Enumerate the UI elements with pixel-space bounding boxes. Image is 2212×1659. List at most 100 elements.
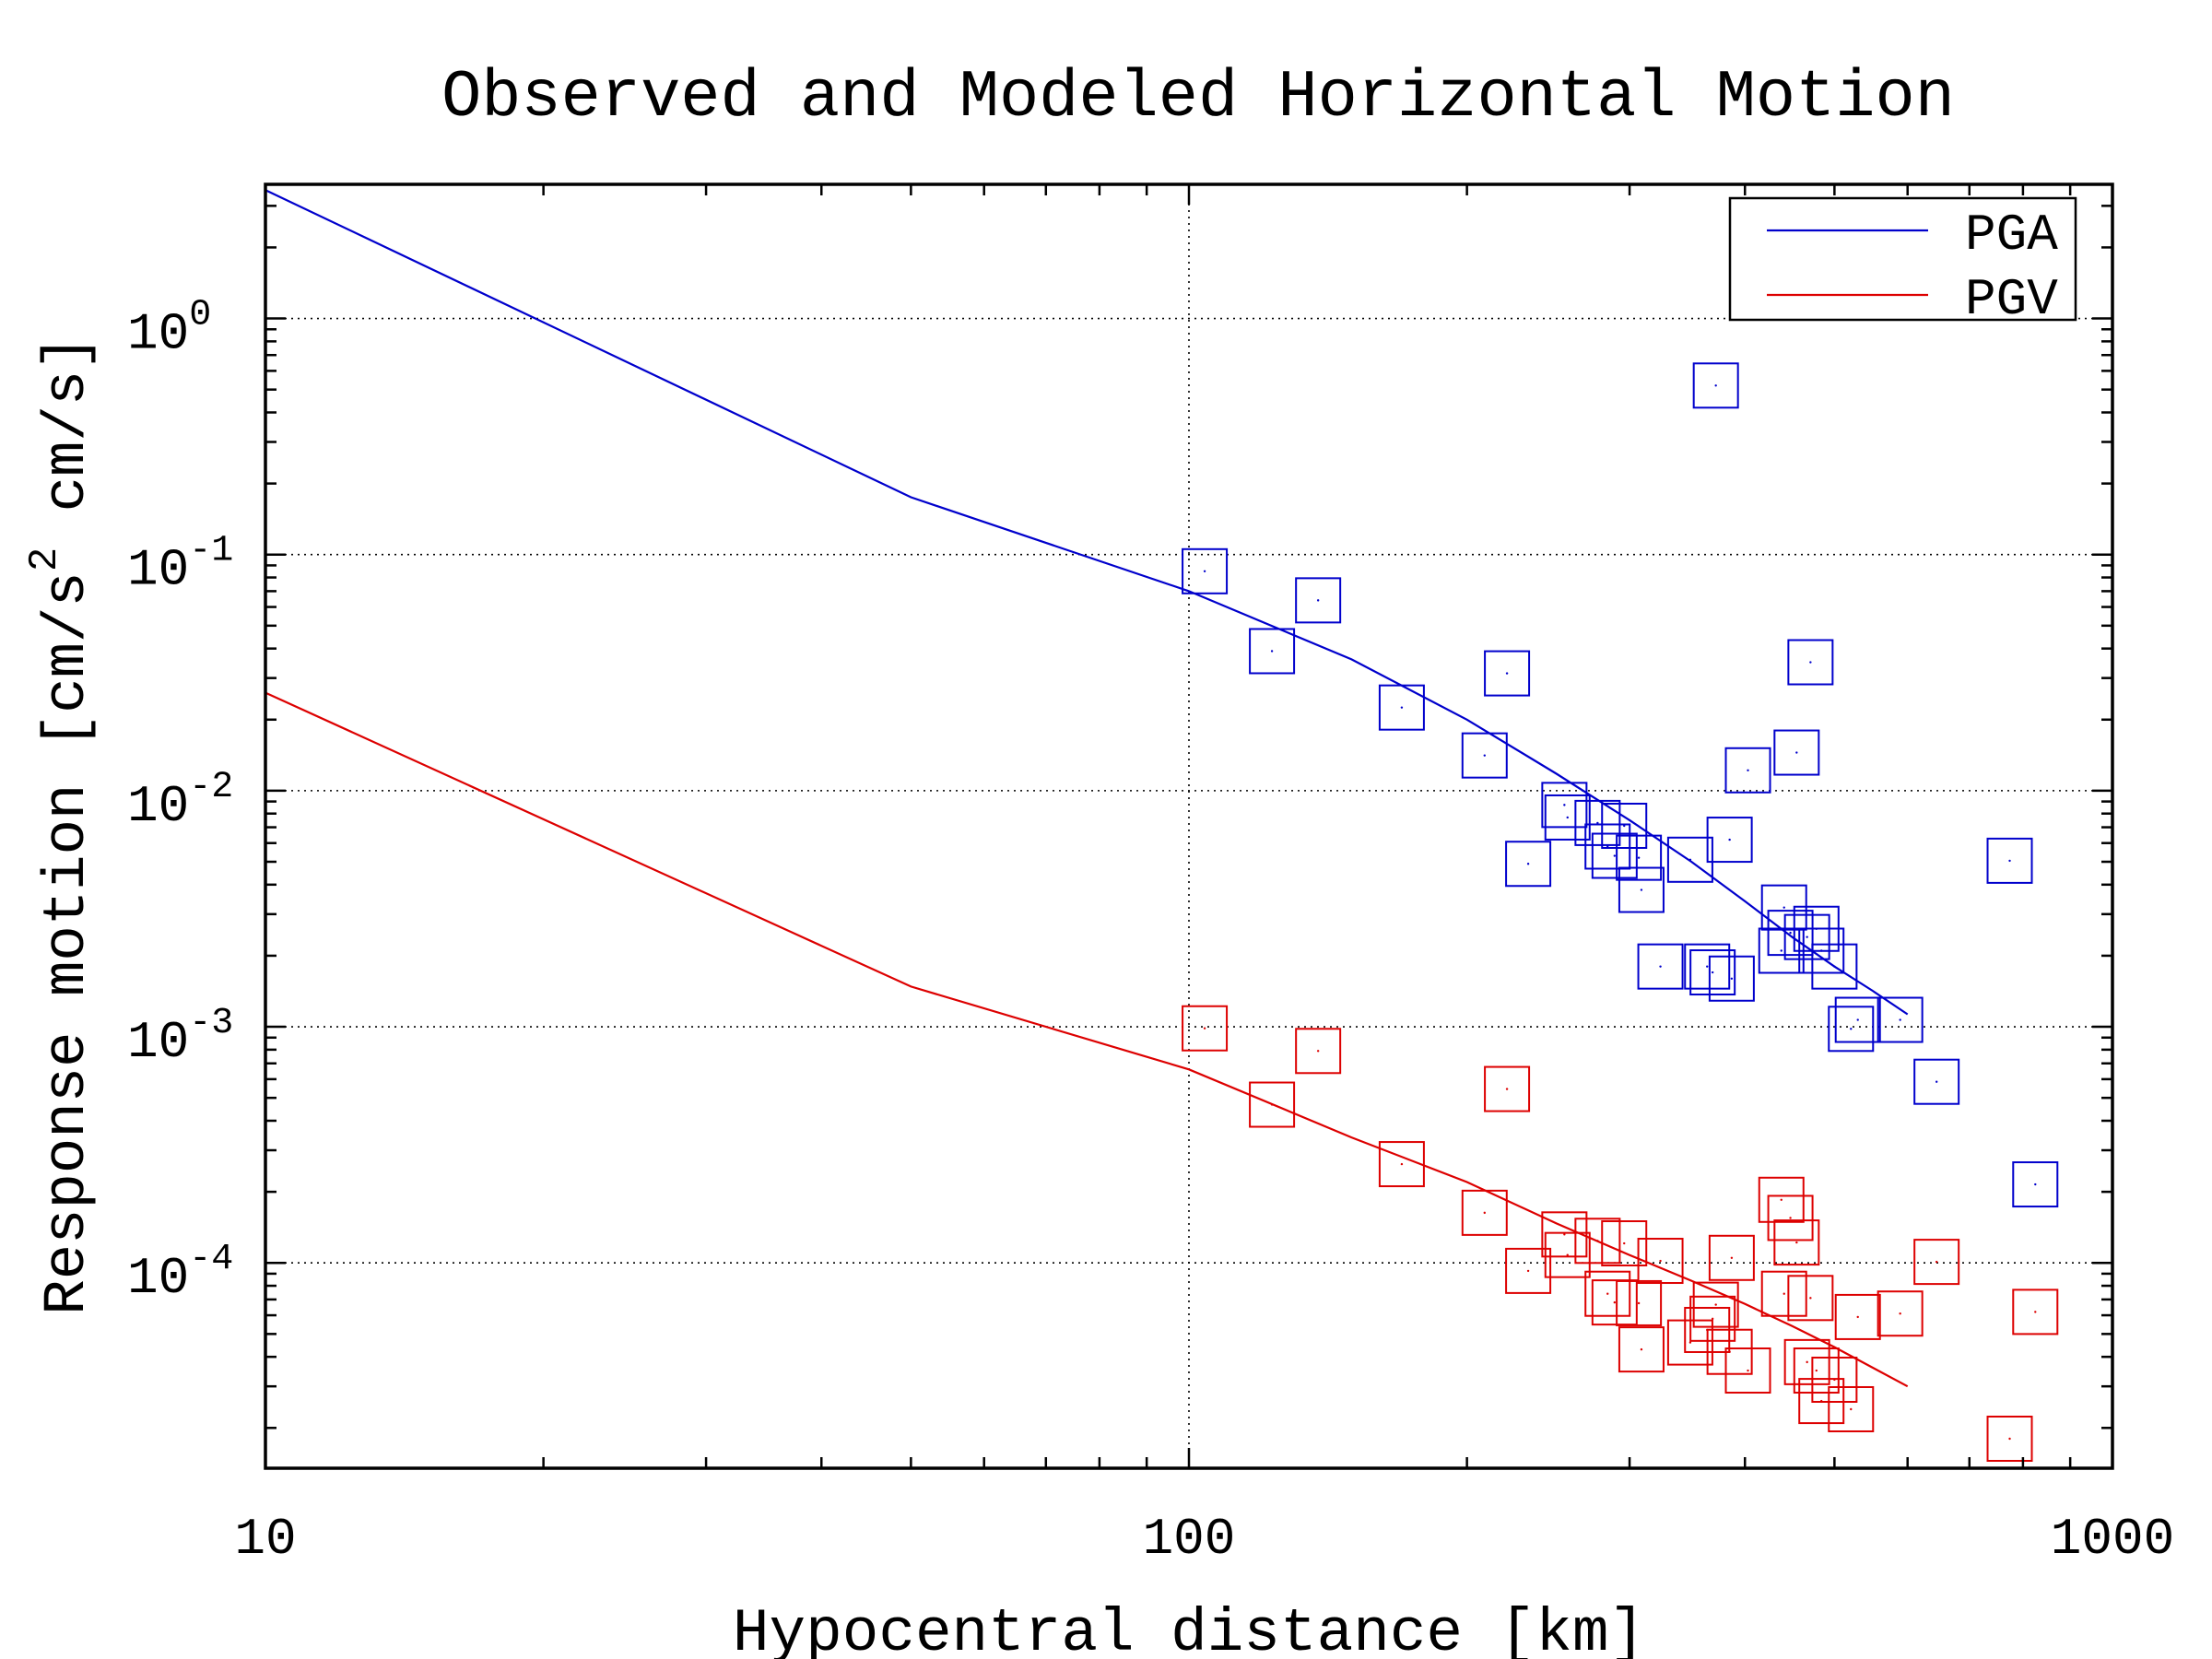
- axes: [264, 182, 2114, 1470]
- pgv-data-point-center: [1747, 1369, 1749, 1372]
- x-tick-label: 1000: [2051, 1510, 2174, 1569]
- pgv-data-point-center: [1203, 1027, 1206, 1030]
- x-tick-label: 100: [1143, 1510, 1236, 1569]
- y-tick-label: 10-1: [127, 531, 233, 600]
- pgv-data-point-center: [1623, 1241, 1626, 1245]
- pgv-data-point: [1773, 1219, 1820, 1266]
- pga-data-point: [1182, 547, 1229, 594]
- y-tick-label-exponent: 0: [189, 295, 211, 336]
- pgv-data-point: [1541, 1211, 1588, 1258]
- pga-data-point: [1584, 823, 1631, 870]
- pga-data-point-center: [1780, 949, 1783, 952]
- pga-data-point-center: [1688, 858, 1692, 861]
- pga-data-point-center: [1820, 949, 1823, 952]
- pga-data-point: [1706, 817, 1753, 864]
- pgv-data-point: [1692, 1281, 1739, 1328]
- y-tick-label-base: 10: [127, 541, 189, 600]
- pga-data-point-center: [1730, 977, 1734, 980]
- y-tick-label-exponent: -2: [189, 767, 233, 808]
- pga-data-point: [1378, 684, 1425, 731]
- pgv-data-point-center: [1730, 1256, 1734, 1259]
- pga-data-point: [1484, 650, 1531, 697]
- pgv-data-point: [1913, 1239, 1960, 1286]
- pga-data-point: [1692, 362, 1739, 409]
- pgv-data-point-center: [1795, 1241, 1798, 1244]
- pga-data-point: [1773, 729, 1820, 776]
- legend-label-pga: PGA: [1965, 206, 2058, 265]
- pgv-data-point: [1591, 1279, 1638, 1326]
- pgv-data-point-center: [1815, 1369, 1818, 1372]
- pgv-data-point: [1295, 1028, 1342, 1075]
- y-axis-label-part1: Response motion [cm/s: [35, 571, 101, 1315]
- pga-data-point-center: [1935, 1080, 1938, 1083]
- pga-data-point-center: [1728, 838, 1731, 841]
- plot-points: [1182, 362, 2059, 1462]
- pgv-data-point: [1249, 1081, 1296, 1128]
- pga-data-point-center: [1806, 935, 1808, 938]
- pgv-data-point-center: [1659, 1259, 1662, 1263]
- pgv-data-point: [1783, 1338, 1830, 1385]
- pga-data-point-center: [2034, 1182, 2037, 1186]
- y-axis-label-sup: 2: [22, 547, 68, 571]
- y-tick-label: 100: [127, 295, 211, 364]
- pgv-data-point: [1793, 1347, 1840, 1394]
- pga-data-point-center: [1783, 906, 1785, 909]
- y-axis-label-part2: cm/s]: [35, 335, 101, 547]
- pgv-data-point-center: [1563, 1233, 1566, 1236]
- y-tick-label: 10-2: [127, 767, 233, 836]
- pgv-data-point-center: [1714, 1303, 1717, 1306]
- pgv-data-point-center: [1596, 1240, 1599, 1242]
- pgv-data-point-center: [1783, 1292, 1785, 1295]
- pgv-data-point: [1811, 1356, 1858, 1403]
- pga-data-point-center: [1789, 931, 1792, 935]
- plot-series: [265, 189, 1909, 1388]
- pga-data-point: [1708, 955, 1755, 1002]
- pga-data-point: [1783, 913, 1830, 960]
- pga-data-point: [1834, 996, 1881, 1043]
- pgv-data-point-center: [1711, 1317, 1714, 1321]
- pga-data-point: [1601, 802, 1648, 849]
- pga-data-point: [1616, 834, 1663, 881]
- pga-data-point: [1666, 836, 1713, 883]
- pgv-data-point-center: [1640, 1347, 1643, 1351]
- pga-data-point-center: [1637, 856, 1641, 859]
- pga-model-line: [265, 189, 1909, 1016]
- pgv-data-point: [1484, 1065, 1531, 1112]
- pgv-data-point-center: [1809, 1297, 1812, 1300]
- pgv-data-point-center: [1526, 1269, 1530, 1273]
- pga-data-point-center: [1856, 1018, 1859, 1021]
- pgv-data-point: [1828, 1385, 1875, 1432]
- y-axis-label: Response motion [cm/s2 cm/s]: [22, 335, 101, 1314]
- pga-data-point: [1828, 1006, 1875, 1053]
- pgv-data-point: [1574, 1218, 1621, 1265]
- pgv-data-point: [1834, 1293, 1881, 1340]
- pgv-data-point-center: [1270, 1103, 1274, 1106]
- pgv-data-point: [1378, 1141, 1425, 1188]
- pga-data-point: [1724, 747, 1771, 794]
- pga-data-point: [1618, 866, 1665, 913]
- pgv-data-point-center: [1505, 1088, 1509, 1090]
- pga-data-point-center: [1526, 863, 1530, 865]
- pgv-data-point: [2012, 1288, 2059, 1335]
- pga-data-point-center: [1899, 1018, 1901, 1021]
- legend-box: [1728, 196, 2077, 322]
- pga-data-point-center: [1316, 599, 1320, 602]
- x-tick-label: 10: [234, 1510, 296, 1569]
- pgv-data-point-center: [1688, 1341, 1692, 1344]
- pga-data-point-center: [1833, 965, 1836, 968]
- y-tick-label: 10-3: [127, 1003, 233, 1072]
- pga-data-point-center: [1203, 570, 1206, 573]
- pga-data-point: [1461, 732, 1508, 779]
- pga-data-point: [2012, 1161, 2059, 1208]
- pga-data-point-center: [1566, 816, 1569, 819]
- pgv-data-point-center: [1566, 1253, 1569, 1256]
- pgv-data-point-center: [1400, 1162, 1404, 1166]
- legend-label-pgv: PGV: [1965, 270, 2058, 329]
- pgv-data-point: [1877, 1290, 1924, 1337]
- pgv-data-point: [1584, 1270, 1631, 1317]
- pga-data-point-center: [1563, 804, 1566, 806]
- pga-data-point: [1541, 782, 1588, 829]
- y-tick-label-exponent: -3: [189, 1003, 233, 1044]
